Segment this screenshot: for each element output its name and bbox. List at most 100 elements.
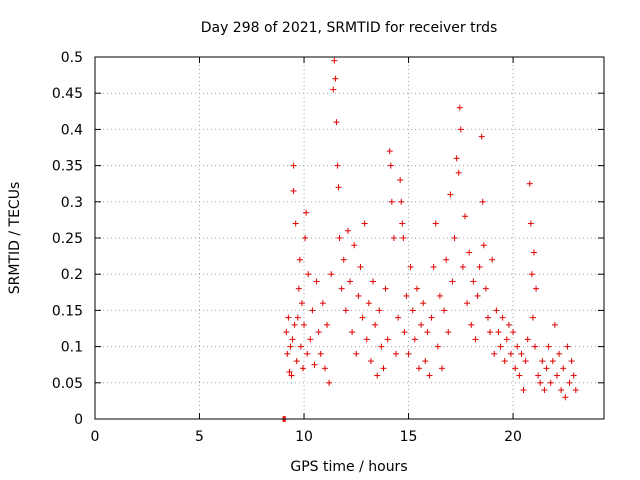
data-points: [280, 57, 579, 422]
data-point: [532, 343, 539, 350]
data-point: [566, 379, 573, 386]
data-point: [428, 314, 435, 321]
data-point: [468, 321, 475, 328]
y-tick-label: 0.2: [61, 267, 83, 283]
data-point: [363, 336, 370, 343]
data-point: [376, 307, 383, 314]
data-point: [560, 365, 567, 372]
data-point: [332, 75, 339, 82]
y-tick-label: 0.5: [61, 50, 83, 66]
data-point: [342, 307, 349, 314]
data-point: [296, 256, 303, 263]
data-point: [288, 372, 295, 379]
data-point: [466, 249, 473, 256]
data-point: [290, 162, 297, 169]
data-point: [484, 314, 491, 321]
data-point: [539, 358, 546, 365]
data-point: [365, 300, 372, 307]
data-point: [387, 162, 394, 169]
data-point: [295, 285, 302, 292]
data-point: [522, 358, 529, 365]
data-point: [572, 387, 579, 394]
data-point: [449, 278, 456, 285]
data-point: [533, 285, 540, 292]
data-point: [307, 336, 314, 343]
data-point: [411, 336, 418, 343]
data-point: [487, 329, 494, 336]
data-point: [344, 227, 351, 234]
data-point: [457, 126, 464, 133]
data-point: [535, 372, 542, 379]
data-point: [528, 271, 535, 278]
data-point: [380, 365, 387, 372]
data-point: [384, 336, 391, 343]
data-point: [493, 307, 500, 314]
data-point: [353, 350, 360, 357]
data-point: [301, 321, 308, 328]
data-point: [476, 263, 483, 270]
data-point: [503, 336, 510, 343]
data-point: [514, 343, 521, 350]
y-tick-label: 0.15: [52, 303, 83, 319]
data-point: [543, 365, 550, 372]
data-point: [331, 57, 338, 64]
data-point: [401, 329, 408, 336]
data-point: [505, 321, 512, 328]
data-point: [432, 220, 439, 227]
data-point: [287, 343, 294, 350]
data-point: [438, 365, 445, 372]
data-point: [289, 336, 296, 343]
data-point: [297, 343, 304, 350]
data-point: [382, 285, 389, 292]
data-point: [405, 350, 412, 357]
data-point: [283, 329, 290, 336]
data-point: [370, 278, 377, 285]
data-point: [461, 213, 468, 220]
data-point: [495, 329, 502, 336]
data-point: [420, 300, 427, 307]
data-point: [326, 379, 333, 386]
data-point: [570, 372, 577, 379]
data-point: [367, 358, 374, 365]
data-point: [309, 307, 316, 314]
data-point: [386, 148, 393, 155]
data-point: [330, 86, 337, 93]
data-point: [319, 300, 326, 307]
data-point: [453, 155, 460, 162]
y-tick-label: 0.35: [52, 159, 83, 175]
x-tick-label: 10: [295, 429, 313, 445]
data-point: [537, 379, 544, 386]
y-tick-label: 0.05: [52, 376, 83, 392]
data-point: [474, 292, 481, 299]
data-point: [304, 350, 311, 357]
data-point: [470, 278, 477, 285]
data-point: [333, 119, 340, 126]
data-point: [527, 220, 534, 227]
data-point: [564, 343, 571, 350]
data-point: [390, 235, 397, 241]
data-point: [436, 292, 443, 299]
data-point: [321, 365, 328, 372]
data-point: [292, 220, 299, 227]
data-point: [388, 198, 395, 205]
data-point: [361, 220, 368, 227]
y-tick-label: 0.1: [61, 340, 83, 356]
data-point: [284, 350, 291, 357]
data-point: [298, 300, 305, 307]
data-point: [409, 307, 416, 314]
data-point: [512, 365, 519, 372]
data-point: [491, 350, 498, 357]
chart-title: Day 298 of 2021, SRMTID for receiver trd…: [201, 20, 498, 36]
data-point: [393, 350, 400, 357]
tick-labels: 0 0.05 0.1 0.15 0.2 0.25 0.3 0.35 0.4 0.45 0.5 0 5 10…: [52, 50, 522, 445]
data-point: [426, 372, 433, 379]
data-point: [445, 329, 452, 336]
data-point: [441, 307, 448, 314]
data-point: [336, 235, 343, 241]
data-point: [541, 387, 548, 394]
data-point: [286, 368, 293, 375]
axis-ticks: [94, 56, 604, 420]
data-point: [424, 329, 431, 336]
data-point: [568, 358, 575, 365]
data-point: [294, 314, 301, 321]
